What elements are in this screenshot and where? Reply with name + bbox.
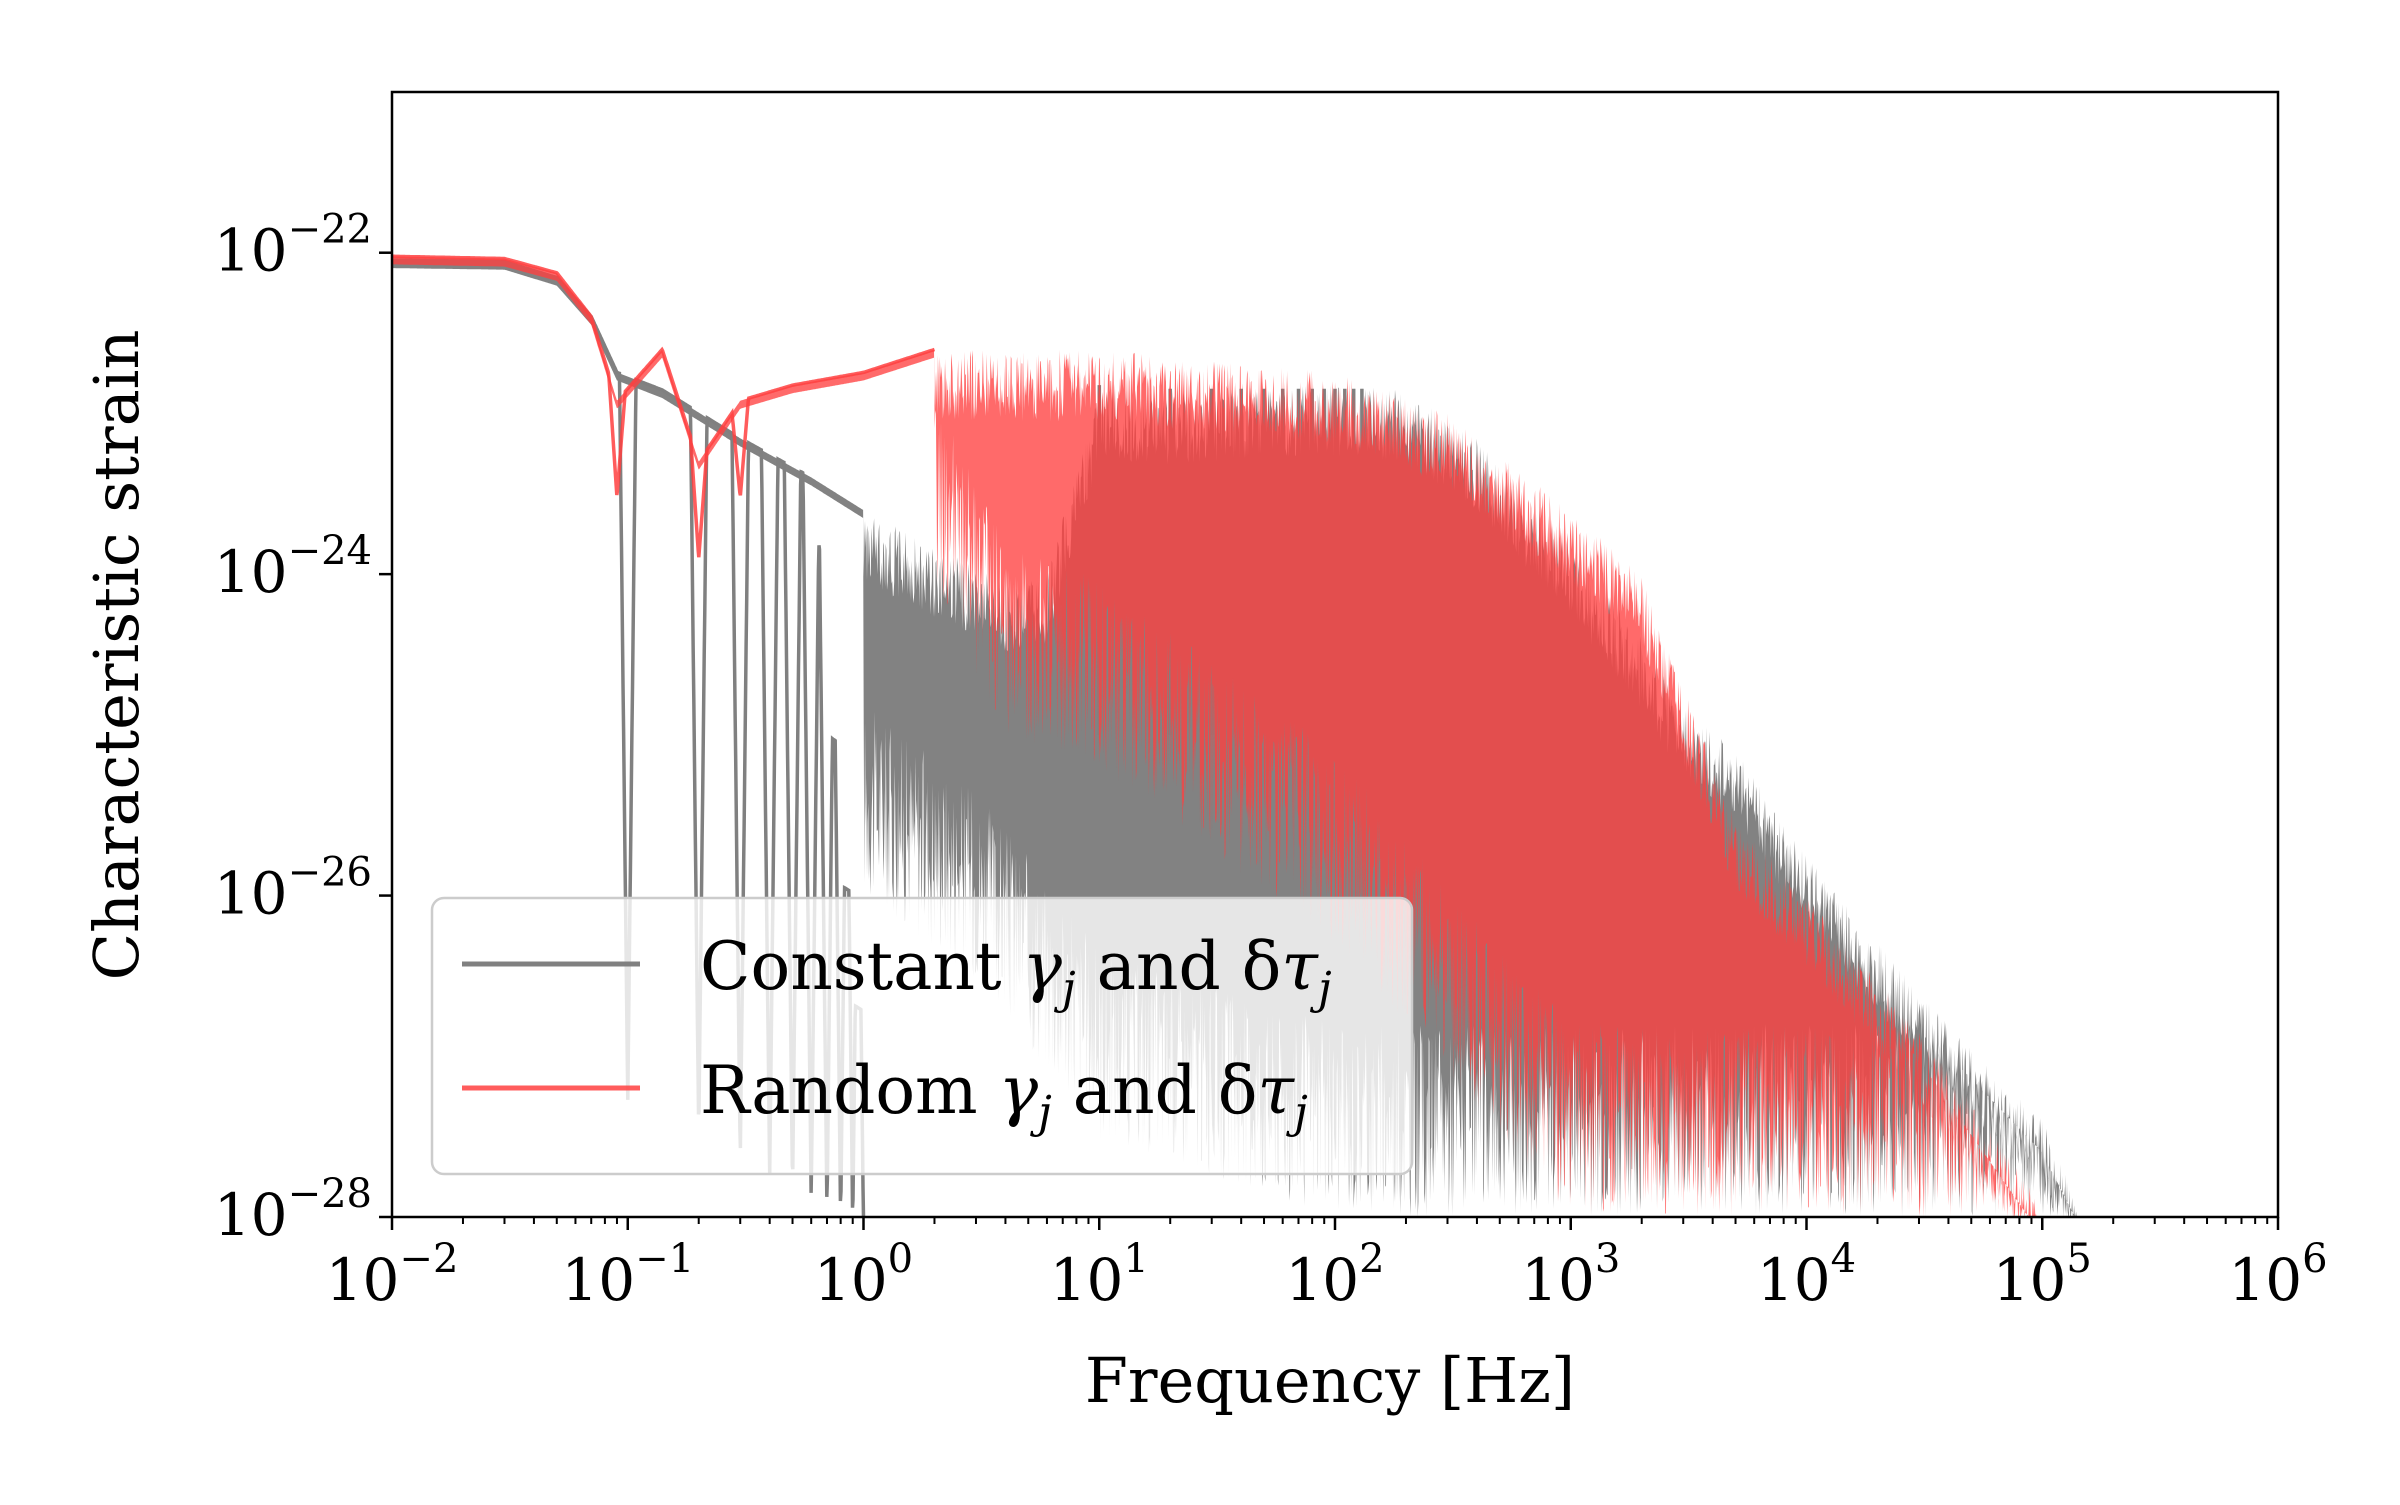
y-axis-label: Characteristic strain (80, 330, 153, 981)
series-random-line (392, 254, 936, 558)
legend-label-constant: Constant γj and δτj (700, 928, 1332, 1014)
x-tick-label: 100 (814, 1236, 913, 1314)
x-axis-tick-labels: 10−2 10−1 100 101 102 103 104 105 106 (326, 1236, 2328, 1314)
x-tick-label: 10−1 (561, 1236, 694, 1314)
y-tick-label: 10−28 (214, 1171, 372, 1249)
x-tick-label: 102 (1285, 1236, 1384, 1314)
x-tick-label: 103 (1521, 1236, 1620, 1314)
x-tick-label: 104 (1757, 1236, 1856, 1314)
y-axis-ticks (379, 251, 392, 1219)
x-tick-label: 106 (2228, 1236, 2327, 1314)
legend-box (430, 896, 1414, 1176)
series-layer (392, 254, 2077, 1217)
x-tick-label: 101 (1050, 1236, 1149, 1314)
y-tick-label: 10−26 (214, 850, 372, 928)
y-tick-label: 10−24 (214, 528, 372, 606)
x-tick-label: 10−2 (326, 1236, 459, 1314)
x-axis-label: Frequency [Hz] (1085, 1344, 1575, 1417)
x-axis-ticks (390, 1217, 2280, 1230)
series-random-band (392, 256, 2043, 1217)
legend: Constant γj and δτj Random γj and δτj (430, 896, 1414, 1176)
x-tick-label: 105 (1993, 1236, 2092, 1314)
legend-label-random: Random γj and δτj (700, 1052, 1308, 1138)
y-tick-label: 10−22 (214, 207, 372, 285)
y-axis-tick-labels: 10−22 10−24 10−26 10−28 (214, 207, 372, 1249)
